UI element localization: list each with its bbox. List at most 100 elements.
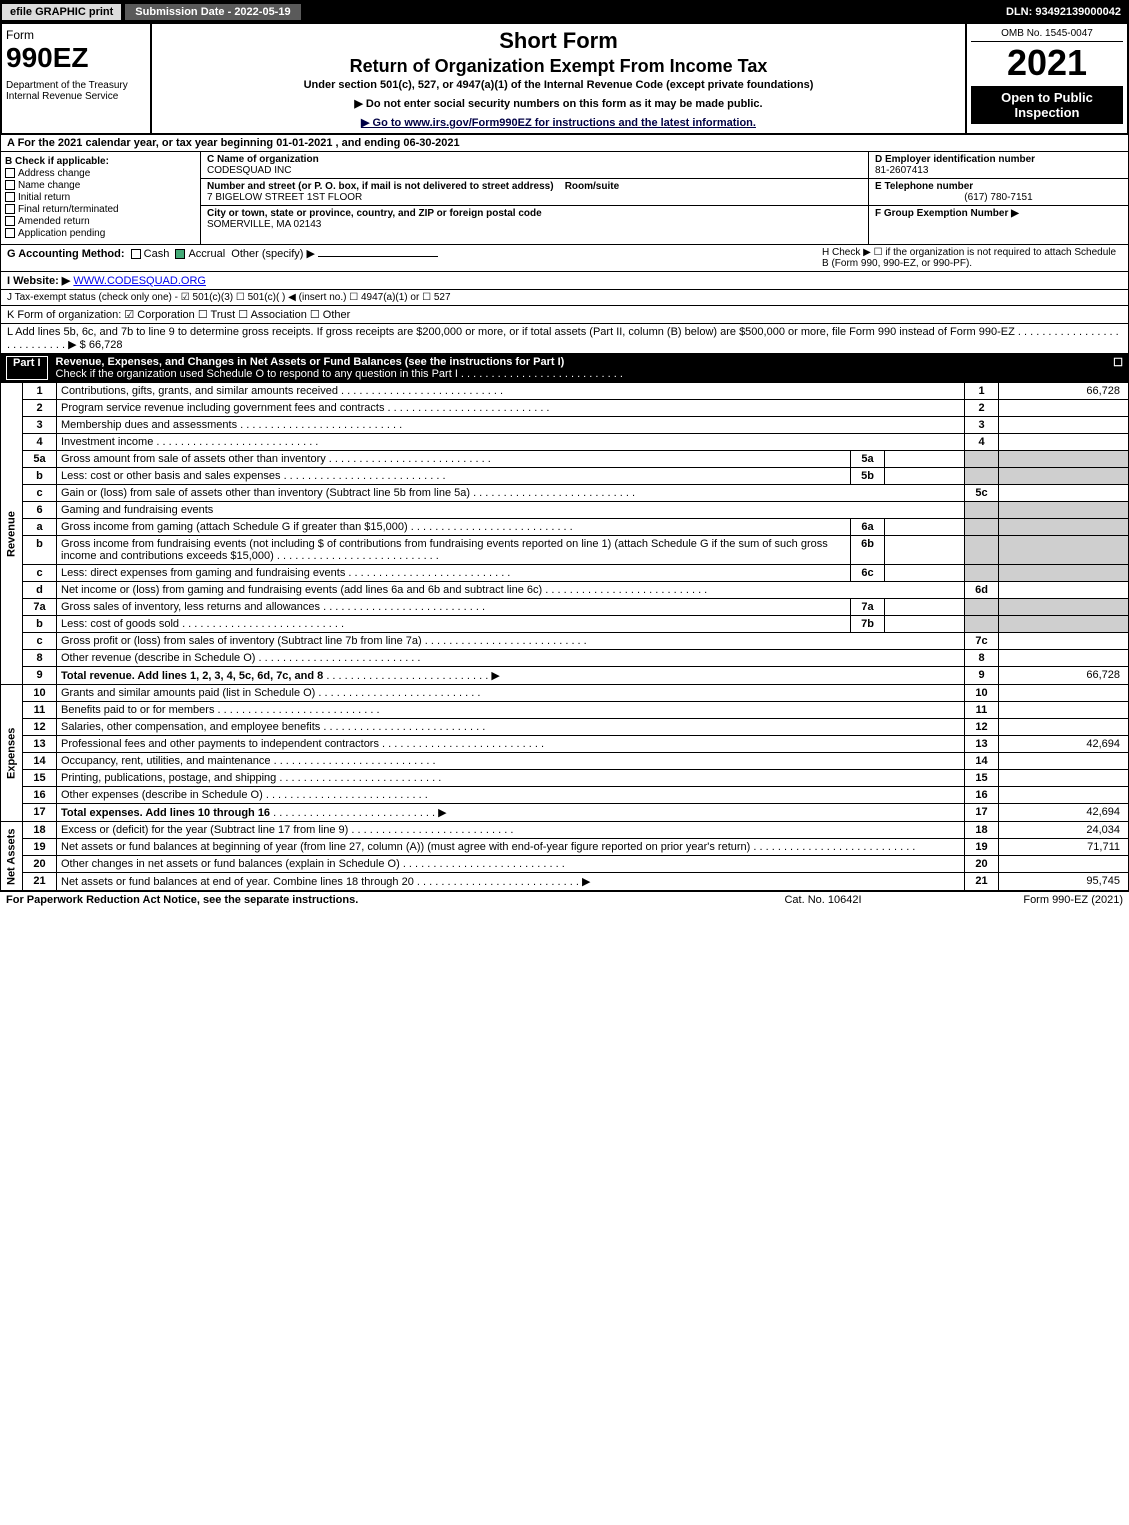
line-number: 2 <box>23 400 57 417</box>
line-ref: 5c <box>965 485 999 502</box>
part-1-title: Revenue, Expenses, and Changes in Net As… <box>56 356 565 368</box>
line-number: 13 <box>23 736 57 753</box>
line-desc: Total revenue. Add lines 1, 2, 3, 4, 5c,… <box>57 667 965 685</box>
amended-return-checkbox[interactable] <box>5 216 15 226</box>
tax-year: 2021 <box>971 42 1123 84</box>
line-ref: 19 <box>965 839 999 856</box>
line-number: b <box>23 616 57 633</box>
line-number: 5a <box>23 451 57 468</box>
line-value: 95,745 <box>999 873 1129 891</box>
name-change-label: Name change <box>18 180 80 191</box>
group-exemption-hdr: F Group Exemption Number ▶ <box>875 208 1019 219</box>
efile-label[interactable]: efile GRAPHIC print <box>0 2 123 22</box>
line-number: 15 <box>23 770 57 787</box>
irs-link[interactable]: ▶ Go to www.irs.gov/Form990EZ for instru… <box>361 117 756 129</box>
line-value <box>999 417 1129 434</box>
line-desc: Salaries, other compensation, and employ… <box>57 719 965 736</box>
line-number: 1 <box>23 383 57 400</box>
line-desc: Gross income from fundraising events (no… <box>57 536 851 565</box>
website-link[interactable]: WWW.CODESQUAD.ORG <box>73 275 206 287</box>
ein-value: 81-2607413 <box>875 165 928 176</box>
l-text: L Add lines 5b, 6c, and 7b to line 9 to … <box>7 326 1015 338</box>
dept-label: Department of the Treasury Internal Reve… <box>6 80 146 102</box>
row-a-period: A For the 2021 calendar year, or tax yea… <box>0 135 1129 152</box>
line-desc: Program service revenue including govern… <box>57 400 965 417</box>
line-number: 10 <box>23 685 57 702</box>
line-ref-shaded <box>965 536 999 565</box>
cash-label: Cash <box>144 248 170 260</box>
paperwork-notice: For Paperwork Reduction Act Notice, see … <box>6 894 723 906</box>
line-value-shaded <box>999 599 1129 616</box>
line-value-shaded <box>999 468 1129 485</box>
section-label: Net Assets <box>1 822 23 891</box>
line-value <box>999 400 1129 417</box>
lines-table: Revenue1Contributions, gifts, grants, an… <box>0 382 1129 891</box>
line-desc: Professional fees and other payments to … <box>57 736 965 753</box>
form-number: 990EZ <box>6 42 146 74</box>
line-value: 42,694 <box>999 804 1129 822</box>
tel-value: (617) 780-7151 <box>875 192 1122 203</box>
line-number: 20 <box>23 856 57 873</box>
line-ref: 8 <box>965 650 999 667</box>
org-city: SOMERVILLE, MA 02143 <box>207 219 321 230</box>
row-g-h: G Accounting Method: Cash Accrual Other … <box>0 245 1129 272</box>
address-change-checkbox[interactable] <box>5 168 15 178</box>
address-change-label: Address change <box>18 168 90 179</box>
line-number: 17 <box>23 804 57 822</box>
line-ref: 18 <box>965 822 999 839</box>
line-number: 3 <box>23 417 57 434</box>
line-value: 24,034 <box>999 822 1129 839</box>
line-desc: Net income or (loss) from gaming and fun… <box>57 582 965 599</box>
subline-number: 7b <box>851 616 885 633</box>
line-number: c <box>23 633 57 650</box>
line-value <box>999 770 1129 787</box>
open-to700-inspection: Open to Public Inspection <box>971 86 1123 124</box>
line-desc: Gross profit or (loss) from sales of inv… <box>57 633 965 650</box>
line-desc: Less: cost of goods sold <box>57 616 851 633</box>
final-return-checkbox[interactable] <box>5 204 15 214</box>
subline-number: 5b <box>851 468 885 485</box>
line-ref: 14 <box>965 753 999 770</box>
row-k-form-org: K Form of organization: ☑ Corporation ☐ … <box>0 306 1129 324</box>
line-value: 42,694 <box>999 736 1129 753</box>
tel-hdr: E Telephone number <box>875 181 973 192</box>
subline-value <box>885 536 965 565</box>
page-footer: For Paperwork Reduction Act Notice, see … <box>0 891 1129 908</box>
line-value-shaded <box>999 536 1129 565</box>
other-specify-input[interactable] <box>318 256 438 257</box>
line-value: 71,711 <box>999 839 1129 856</box>
line-number: d <box>23 582 57 599</box>
ssn-warning: ▶ Do not enter social security numbers o… <box>160 97 957 110</box>
initial-return-checkbox[interactable] <box>5 192 15 202</box>
line-desc: Investment income <box>57 434 965 451</box>
name-change-checkbox[interactable] <box>5 180 15 190</box>
line-value <box>999 650 1129 667</box>
line-number: b <box>23 468 57 485</box>
under-section: Under section 501(c), 527, or 4947(a)(1)… <box>160 79 957 91</box>
accrual-checkbox[interactable] <box>175 249 185 259</box>
col-d-e-f: D Employer identification number81-26074… <box>868 152 1128 244</box>
row-i-website: I Website: ▶ WWW.CODESQUAD.ORG <box>0 272 1129 290</box>
i-label: I Website: ▶ <box>7 275 70 287</box>
line-value <box>999 582 1129 599</box>
line-ref: 10 <box>965 685 999 702</box>
line-value <box>999 434 1129 451</box>
line-value-shaded <box>999 502 1129 519</box>
cash-checkbox[interactable] <box>131 249 141 259</box>
top-bar: efile GRAPHIC print Submission Date - 20… <box>0 0 1129 24</box>
line-number: c <box>23 565 57 582</box>
line-value <box>999 787 1129 804</box>
line-number: 21 <box>23 873 57 891</box>
line-number: 16 <box>23 787 57 804</box>
col-c-org-info: C Name of organizationCODESQUAD INC Numb… <box>201 152 868 244</box>
line-desc: Occupancy, rent, utilities, and maintena… <box>57 753 965 770</box>
initial-return-label: Initial return <box>18 192 70 203</box>
application-pending-checkbox[interactable] <box>5 228 15 238</box>
row-l-gross-receipts: L Add lines 5b, 6c, and 7b to line 9 to … <box>0 324 1129 354</box>
part-1-checkbox[interactable]: ☐ <box>1103 356 1123 380</box>
line-desc: Membership dues and assessments <box>57 417 965 434</box>
line-desc: Grants and similar amounts paid (list in… <box>57 685 965 702</box>
line-ref-shaded <box>965 468 999 485</box>
line-desc: Other revenue (describe in Schedule O) <box>57 650 965 667</box>
line-desc: Other changes in net assets or fund bala… <box>57 856 965 873</box>
